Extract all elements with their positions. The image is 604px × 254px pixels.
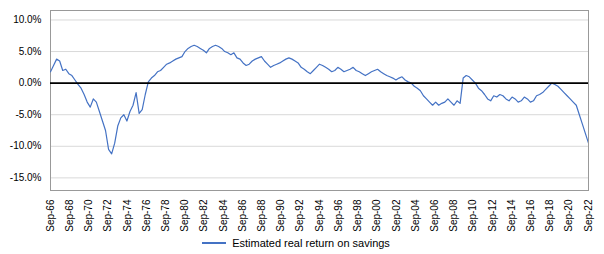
svg-text:Sep-06: Sep-06 [429, 199, 440, 232]
svg-text:Sep-74: Sep-74 [122, 199, 133, 232]
svg-text:Sep-10: Sep-10 [467, 199, 478, 232]
svg-text:Sep-20: Sep-20 [563, 199, 574, 232]
svg-text:Sep-02: Sep-02 [391, 199, 402, 232]
svg-text:Sep-82: Sep-82 [198, 199, 209, 232]
svg-text:-15.0%: -15.0% [10, 172, 42, 183]
svg-text:0.0%: 0.0% [19, 77, 42, 88]
svg-text:Sep-14: Sep-14 [506, 199, 517, 232]
svg-text:Sep-98: Sep-98 [352, 199, 363, 232]
svg-text:Sep-68: Sep-68 [64, 199, 75, 232]
svg-text:Sep-84: Sep-84 [218, 199, 229, 232]
svg-text:Sep-86: Sep-86 [237, 199, 248, 232]
svg-text:Sep-12: Sep-12 [487, 199, 498, 232]
svg-text:Sep-66: Sep-66 [45, 199, 56, 232]
svg-text:Sep-92: Sep-92 [294, 199, 305, 232]
svg-text:Sep-00: Sep-00 [371, 199, 382, 232]
svg-text:Sep-16: Sep-16 [525, 199, 536, 232]
svg-text:Sep-22: Sep-22 [583, 199, 594, 232]
svg-text:Sep-96: Sep-96 [333, 199, 344, 232]
svg-text:Sep-88: Sep-88 [256, 199, 267, 232]
svg-text:-5.0%: -5.0% [15, 109, 41, 120]
svg-text:Sep-80: Sep-80 [179, 199, 190, 232]
svg-text:Sep-70: Sep-70 [83, 199, 94, 232]
svg-text:Sep-08: Sep-08 [448, 199, 459, 232]
svg-text:Sep-94: Sep-94 [314, 199, 325, 232]
svg-text:10.0%: 10.0% [13, 14, 41, 25]
svg-text:Sep-90: Sep-90 [275, 199, 286, 232]
svg-text:Sep-18: Sep-18 [544, 199, 555, 232]
html-text:Estimated real return on savin: Estimated real return on savings [232, 237, 390, 249]
svg-text:Sep-76: Sep-76 [141, 199, 152, 232]
svg-text:5.0%: 5.0% [19, 46, 42, 57]
svg-text:Sep-78: Sep-78 [160, 199, 171, 232]
svg-text:Sep-04: Sep-04 [410, 199, 421, 232]
svg-text:-10.0%: -10.0% [10, 140, 42, 151]
svg-text:Sep-72: Sep-72 [102, 199, 113, 232]
